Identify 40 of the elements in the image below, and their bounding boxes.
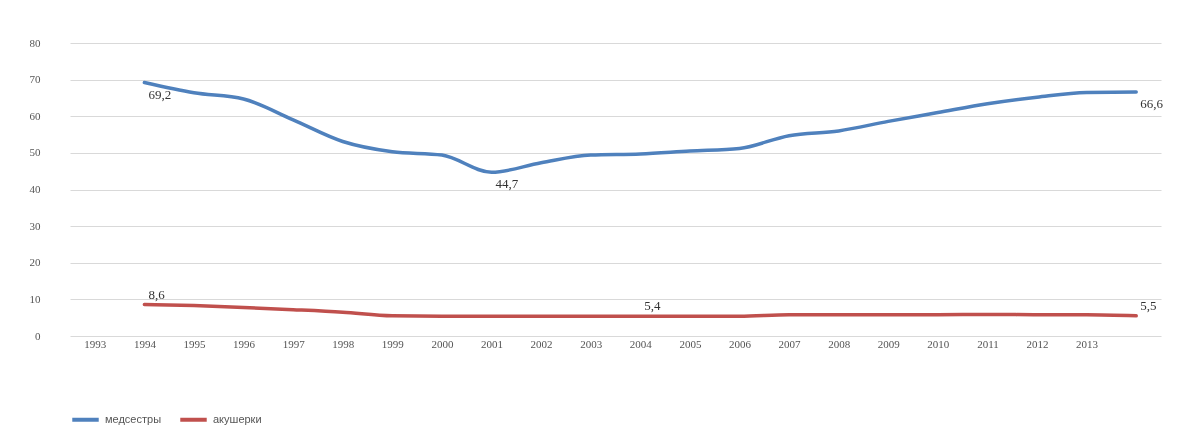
x-tick-label: 2006	[728, 337, 752, 350]
x-tick-label: 2009	[877, 337, 901, 350]
x-tick-label: 2004	[629, 337, 653, 350]
x-tick-label: 2010	[927, 337, 950, 350]
x-tick-label: 1997	[282, 337, 306, 350]
x-tick-label: 1998	[332, 337, 355, 350]
x-tick-label: 1993	[84, 337, 107, 350]
x-tick-label: 2013	[1076, 337, 1099, 350]
data-label: 8,6	[148, 286, 166, 302]
x-tick-label: 2005	[679, 337, 702, 350]
y-tick-label: 70	[29, 73, 41, 86]
y-tick-label: 0	[35, 329, 41, 342]
x-tick-label: 1995	[183, 337, 206, 350]
data-label: 69,2	[148, 86, 172, 102]
x-tick-label: 1999	[381, 337, 405, 350]
legend-label: акушерки	[213, 412, 262, 425]
x-tick-label: 2011	[977, 337, 999, 350]
data-label: 5,4	[644, 298, 662, 314]
y-tick-label: 10	[29, 292, 41, 305]
legend-label: медсестры	[105, 412, 162, 425]
x-tick-label: 2000	[431, 337, 454, 350]
line-series	[142, 302, 1138, 318]
x-tick-label: 2008	[828, 337, 851, 350]
x-tick-label: 2001	[481, 337, 504, 350]
x-tick-label: 1994	[133, 337, 157, 350]
x-tick-label: 2007	[778, 337, 802, 350]
line-series	[142, 80, 1138, 175]
x-tick-label: 2003	[580, 337, 603, 350]
y-tick-label: 50	[29, 146, 41, 159]
y-tick-label: 20	[29, 256, 41, 269]
y-tick-label: 40	[29, 183, 41, 195]
data-label: 66,6	[1140, 96, 1164, 112]
y-tick-label: 80	[29, 36, 41, 49]
y-tick-label: 60	[29, 109, 41, 122]
x-tick-label: 2012	[1026, 337, 1049, 350]
data-label: 5,5	[1140, 297, 1157, 313]
data-label: 44,7	[495, 176, 519, 192]
x-tick-label: 1996	[233, 337, 256, 350]
x-tick-label: 2002	[530, 337, 553, 350]
y-tick-label: 30	[29, 219, 41, 232]
